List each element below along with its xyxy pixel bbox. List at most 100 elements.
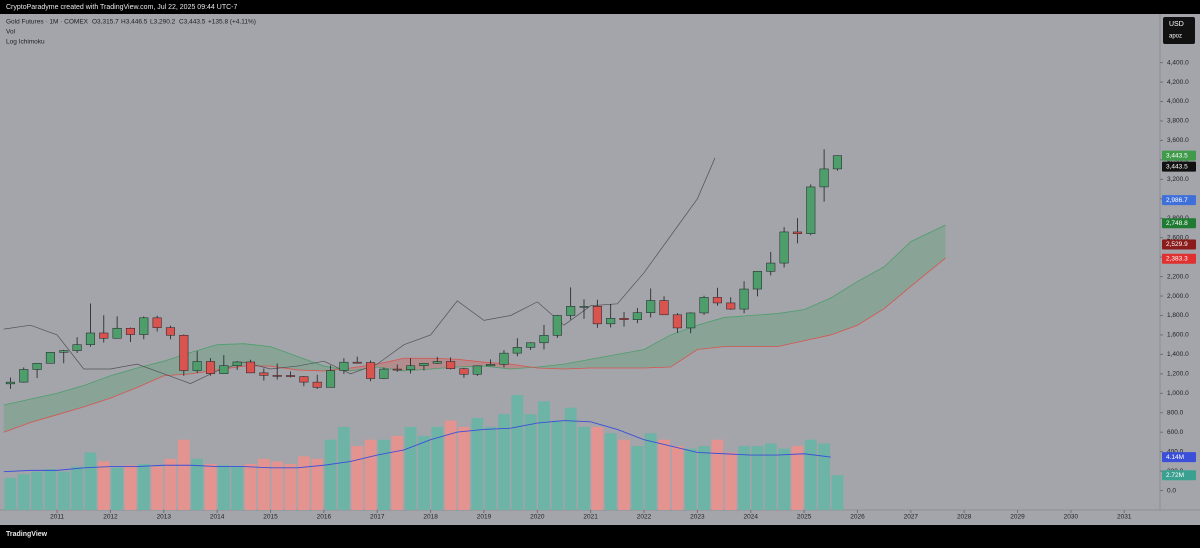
legend-symbol: Gold Futures · 1M · COMEX xyxy=(6,19,89,26)
x-tick-label: 2018 xyxy=(423,514,438,521)
candle-body xyxy=(659,300,669,316)
candle-body xyxy=(32,362,42,370)
volume-bar xyxy=(4,478,17,510)
candle-body xyxy=(632,312,642,320)
candle-body xyxy=(272,375,282,377)
price-tag-label: 3,443.5 xyxy=(1166,152,1188,159)
volume-bar xyxy=(404,426,417,510)
volume-bar xyxy=(791,446,804,510)
legend-change: +135.8 (+4.11%) xyxy=(208,19,256,26)
candle-body xyxy=(832,155,842,170)
price-tag-label: 4.14M xyxy=(1166,454,1184,461)
y-tick-label: 400.0 xyxy=(1167,448,1184,455)
candle-body xyxy=(419,362,429,367)
candle-body xyxy=(19,369,29,383)
cloud-segment xyxy=(590,354,618,369)
volume-bar xyxy=(684,448,697,510)
volume-bar xyxy=(418,435,430,510)
volume-ma-line xyxy=(3,420,831,473)
candle-body xyxy=(606,318,616,325)
volume-bar xyxy=(711,439,724,510)
currency-box[interactable] xyxy=(1163,17,1195,44)
candle-body xyxy=(779,231,789,264)
cloud-segment xyxy=(83,375,111,407)
lagging-span xyxy=(3,157,716,384)
volume-bar xyxy=(204,463,217,510)
legend-close: C3,443.5 xyxy=(179,19,206,26)
volume-bar xyxy=(244,463,257,510)
cloud-segment xyxy=(537,364,564,369)
legend: Gold Futures · 1M · COMEX O3,315.7 H3,44… xyxy=(6,19,256,46)
candle-body xyxy=(726,302,736,310)
volume-bar xyxy=(231,466,244,510)
volume-bar xyxy=(751,446,764,510)
y-tick-label: 3,800.0 xyxy=(1167,118,1189,125)
volume-bar xyxy=(57,471,70,510)
candle-body xyxy=(766,262,776,272)
volume-bar xyxy=(564,407,577,510)
x-tick-label: 2020 xyxy=(530,514,545,521)
price-tag xyxy=(1162,239,1196,250)
cloud-segment xyxy=(750,313,778,347)
candle-body xyxy=(192,361,202,371)
cloud-segment xyxy=(724,315,751,347)
candle-body xyxy=(139,317,149,335)
cloud-segment xyxy=(697,317,725,350)
price-tag-label: 3,443.5 xyxy=(1166,163,1188,170)
candle-body xyxy=(152,317,162,328)
candle-body xyxy=(699,297,709,314)
volume-bar xyxy=(538,401,550,510)
volume-bar xyxy=(284,463,297,510)
volume-bar xyxy=(391,435,404,510)
candle-body xyxy=(566,306,576,316)
x-tick-label: 2016 xyxy=(317,514,332,521)
y-tick-label: 1,000.0 xyxy=(1167,390,1189,397)
volume-bar xyxy=(724,452,737,510)
candle-body xyxy=(646,300,656,313)
cloud-segment xyxy=(457,359,484,368)
candle-body xyxy=(592,306,602,325)
volume-bar xyxy=(458,426,470,510)
volume-bar xyxy=(71,466,83,510)
volume-bar xyxy=(111,467,123,510)
y-tick-label: 800.0 xyxy=(1167,409,1184,416)
candle-body xyxy=(819,168,829,188)
price-tag xyxy=(1162,452,1196,463)
candle-body xyxy=(459,368,469,375)
price-tag-label: 2,986.7 xyxy=(1166,197,1188,204)
candle-body xyxy=(85,332,95,345)
candle-body xyxy=(446,361,456,369)
x-tick-label: 2011 xyxy=(50,514,64,521)
volume-bar xyxy=(124,465,137,510)
legend-ichimoku: Log Ichimoku xyxy=(6,39,45,46)
cloud-segment xyxy=(57,385,84,415)
volume-bar xyxy=(578,426,590,510)
cloud-segment xyxy=(884,241,911,309)
volume-bar xyxy=(658,439,670,510)
cloud-span-b xyxy=(3,257,946,433)
volume-bar xyxy=(738,446,750,510)
volume-bar xyxy=(644,433,657,510)
y-tick-label: 2,000.0 xyxy=(1167,293,1189,300)
volume-bar xyxy=(217,465,230,510)
volume-bar xyxy=(764,443,777,510)
volume-bar xyxy=(97,461,110,510)
plot xyxy=(3,149,946,510)
cloud-segment xyxy=(110,368,138,399)
x-tick-label: 2029 xyxy=(1010,514,1025,521)
candle-body xyxy=(286,375,296,377)
volume-bar xyxy=(364,439,377,510)
x-tick-label: 2019 xyxy=(477,514,492,521)
candle-body xyxy=(752,271,762,290)
volume-bar xyxy=(31,471,43,510)
candle-body xyxy=(259,372,269,376)
candle-body xyxy=(499,352,509,365)
volume-bar xyxy=(778,448,790,510)
price-tag-label: 2,748.8 xyxy=(1166,220,1188,227)
candle-body xyxy=(326,370,336,388)
cloud-segment xyxy=(910,225,946,287)
volume-bar xyxy=(831,475,844,510)
candle-body xyxy=(432,361,442,364)
candle-body xyxy=(205,361,216,374)
